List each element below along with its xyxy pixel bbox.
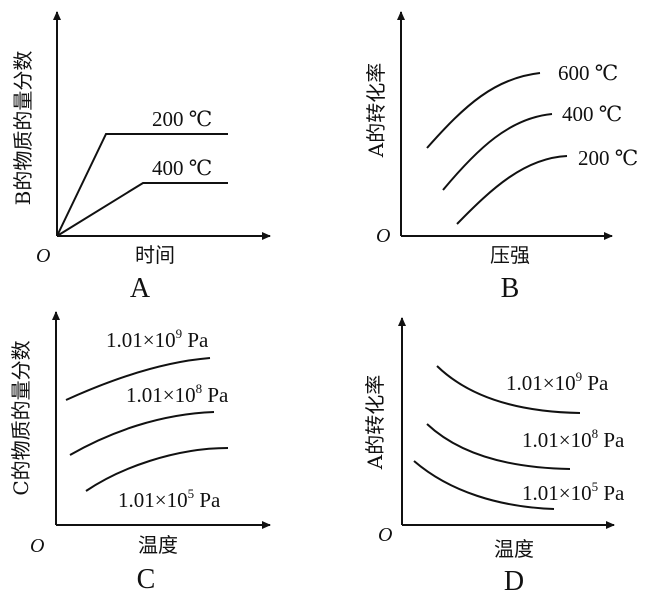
panel-d-y-label: A的转化率 [363, 375, 387, 470]
panel-c-origin: O [30, 535, 44, 557]
panel-d-origin: O [378, 524, 392, 546]
panel-d-label-1e5: 1.01×105 Pa [522, 479, 625, 505]
panel-c-x-label: 温度 [138, 533, 178, 557]
panel-b: A的转化率 压强 O B 600 ℃ 400 ℃ 200 ℃ [364, 11, 638, 304]
panel-c: C的物质的量分数 温度 O C 1.01×109 Pa 1.01×108 Pa … [9, 311, 271, 595]
panel-b-label-200: 200 ℃ [578, 146, 638, 170]
panel-c-label-1e8: 1.01×108 Pa [126, 381, 229, 407]
panel-b-curve-200 [456, 155, 568, 225]
panel-a-y-label: B的物质的量分数 [11, 51, 35, 206]
panel-a-letter: A [130, 273, 151, 304]
panel-c-letter: C [137, 564, 156, 595]
panel-a-curve-200 [56, 133, 228, 237]
panel-a: B的物质的量分数 时间 O A 200 ℃ 400 ℃ [11, 11, 271, 304]
panel-c-y-label: C的物质的量分数 [9, 340, 33, 495]
panel-c-label-1e5: 1.01×105 Pa [118, 486, 221, 512]
panel-c-label-1e9: 1.01×109 Pa [106, 326, 209, 352]
panel-c-curve-1e5 [85, 447, 229, 492]
panel-c-curve-1e8 [69, 411, 215, 456]
panel-a-curve-400 [56, 182, 228, 237]
panel-b-label-400: 400 ℃ [562, 102, 622, 126]
panel-b-letter: B [501, 273, 520, 304]
panel-d-label-1e8: 1.01×108 Pa [522, 426, 625, 452]
panel-c-curve-1e9 [65, 357, 211, 401]
panel-d-letter: D [504, 566, 524, 597]
panel-b-origin: O [376, 225, 390, 247]
panel-d-curve-1e5 [413, 460, 555, 510]
panel-d-curve-1e8 [426, 423, 571, 470]
panel-a-x-label: 时间 [135, 243, 175, 267]
panel-b-curve-400 [442, 113, 553, 191]
panel-b-label-600: 600 ℃ [558, 61, 618, 85]
panel-d: A的转化率 温度 O D 1.01×109 Pa 1.01×108 Pa 1.0… [363, 317, 625, 597]
panel-a-label-200: 200 ℃ [152, 107, 212, 131]
panel-b-x-label: 压强 [490, 243, 530, 267]
panel-b-y-label: A的转化率 [364, 63, 388, 158]
panel-b-curve-600 [426, 72, 541, 149]
panel-d-curve-1e9 [436, 365, 581, 414]
panel-a-origin: O [36, 245, 50, 267]
panel-a-label-400: 400 ℃ [152, 156, 212, 180]
panel-d-label-1e9: 1.01×109 Pa [506, 369, 609, 395]
panel-d-x-label: 温度 [494, 537, 534, 561]
